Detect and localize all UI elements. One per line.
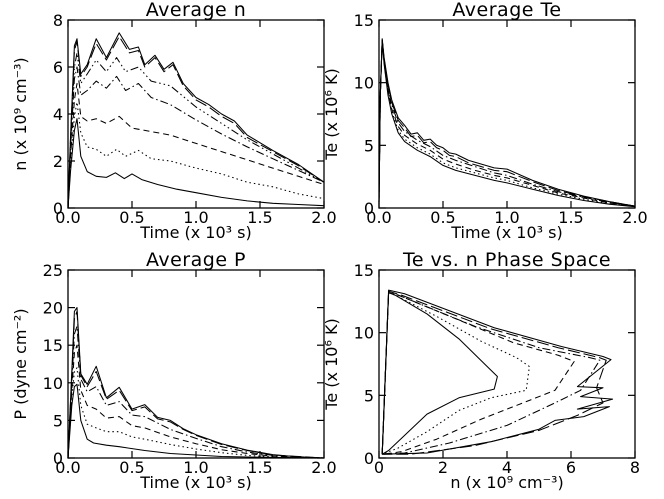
y-tick-label: 10 <box>43 374 63 393</box>
panel-title: Average n <box>146 0 247 21</box>
series-line-1 <box>378 39 636 208</box>
series-line-6 <box>67 307 325 459</box>
y-tick-label: 15 <box>354 11 374 30</box>
x-tick-label: 0.0 <box>55 458 80 477</box>
x-tick-label: 2.0 <box>311 458 336 477</box>
y-tick-label: 8 <box>53 11 63 30</box>
series-line-5 <box>67 310 325 459</box>
y-axis-label: Te (x 10⁶ K) <box>322 318 341 410</box>
series-line-5 <box>378 39 636 207</box>
panel-phase_space: Te vs. n Phase Space 0 2 4 6 8 0 5 10 15 n (x 10⁹ … <box>322 249 640 492</box>
series-line-4 <box>67 325 325 459</box>
panel-title: Average P <box>146 249 246 271</box>
series-line-6 <box>67 35 325 209</box>
y-tick-label: 4 <box>53 105 63 124</box>
y-tick-label: 5 <box>364 386 374 405</box>
x-tick-label: 2 <box>438 458 448 477</box>
y-tick-label: 5 <box>53 411 63 430</box>
y-tick-label: 20 <box>43 299 63 318</box>
x-tick-label: 1.5 <box>247 458 272 477</box>
x-tick-label: 4 <box>502 458 512 477</box>
x-tick-label: 1.5 <box>558 208 583 227</box>
series-line-2 <box>67 101 325 209</box>
series-line-7 <box>67 32 325 209</box>
series-line-6 <box>378 38 636 207</box>
x-tick-label: 1.5 <box>247 208 272 227</box>
plot-frame <box>378 19 636 209</box>
series-line-2 <box>67 367 325 459</box>
x-tick-label: 0.0 <box>55 208 80 227</box>
y-tick-label: 15 <box>43 336 63 355</box>
plot-frame <box>67 269 325 459</box>
y-tick-label: 0 <box>364 449 374 468</box>
x-tick-label: 0.5 <box>430 208 455 227</box>
series-line-3 <box>378 39 636 207</box>
series-line-1 <box>67 118 325 209</box>
y-tick-label: 15 <box>354 261 374 280</box>
x-tick-label: 2.0 <box>311 208 336 227</box>
x-tick-label: 1.0 <box>183 208 208 227</box>
y-axis-label: Te (x 10⁶ K) <box>322 68 341 160</box>
x-tick-label: 0.5 <box>119 458 144 477</box>
series-line-4 <box>67 66 325 209</box>
series-line-4 <box>378 39 636 207</box>
y-tick-label: 0 <box>53 449 63 468</box>
y-tick-label: 2 <box>53 152 63 171</box>
y-tick-label: 0 <box>53 199 63 218</box>
panel-avg_p: Average P 0.0 0.5 1.0 1.5 2.0 0 5 10 15 20 25 Time (… <box>11 249 337 492</box>
y-tick-label: 25 <box>43 261 63 280</box>
y-tick-label: 5 <box>364 136 374 155</box>
series-line-1 <box>67 383 325 459</box>
y-tick-label: 0 <box>364 199 374 218</box>
x-axis-label: Time (x 10³ s) <box>139 223 251 242</box>
series-line-3 <box>67 344 325 459</box>
series-line-2 <box>381 292 530 455</box>
plot-frame <box>67 19 325 209</box>
x-tick-label: 0.0 <box>366 208 391 227</box>
x-tick-label: 1.0 <box>183 458 208 477</box>
y-tick-label: 10 <box>354 74 374 93</box>
x-tick-label: 8 <box>630 458 640 477</box>
y-axis-label: P (dyne cm⁻²) <box>11 308 30 419</box>
panel-title: Average Te <box>452 0 561 21</box>
panel-title: Te vs. n Phase Space <box>402 249 611 271</box>
x-tick-label: 6 <box>566 458 576 477</box>
series-line-5 <box>67 52 325 209</box>
y-tick-label: 10 <box>354 324 374 343</box>
series-line-6 <box>381 289 614 455</box>
x-axis-label: Time (x 10³ s) <box>450 223 562 242</box>
x-tick-label: 2.0 <box>622 208 647 227</box>
x-tick-label: 0.5 <box>119 208 144 227</box>
x-tick-label: 0 <box>374 458 384 477</box>
x-tick-label: 1.0 <box>494 208 519 227</box>
panel-avg_n: Average n 0.0 0.5 1.0 1.5 2.0 0 2 4 6 8 Time (x 10³… <box>11 0 337 242</box>
x-axis-label: n (x 10⁹ cm⁻³) <box>450 473 563 492</box>
series-line-3 <box>67 82 325 209</box>
y-tick-label: 6 <box>53 58 63 77</box>
series-line-4 <box>381 292 601 455</box>
x-axis-label: Time (x 10³ s) <box>139 473 251 492</box>
series-line-1 <box>381 292 498 455</box>
y-axis-label: n (x 10⁹ cm⁻³) <box>11 57 30 170</box>
panel-avg_te: Average Te 0.0 0.5 1.0 1.5 2.0 0 5 10 15 Time (x 1… <box>322 0 648 242</box>
series-line-2 <box>378 39 636 208</box>
